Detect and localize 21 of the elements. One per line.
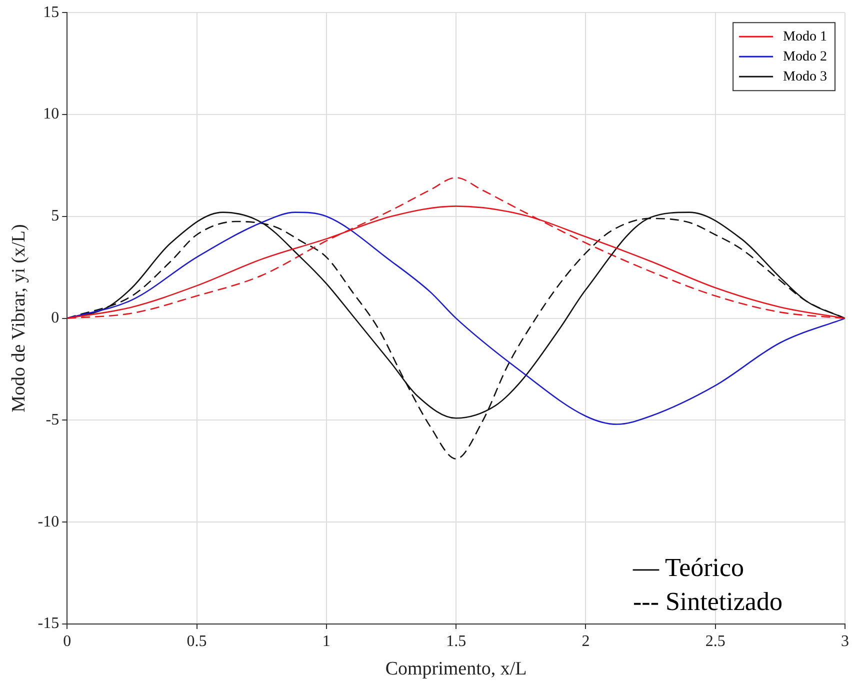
- x-tick-label: 2: [582, 632, 590, 650]
- x-tick-label: 1: [322, 632, 330, 650]
- y-tick-label: -15: [38, 615, 60, 632]
- y-tick-label: -10: [38, 513, 60, 530]
- x-tick-label: 2.5: [705, 632, 726, 650]
- legend-label: Modo 2: [783, 49, 828, 64]
- legend-label: Modo 3: [783, 69, 828, 84]
- x-tick-label: 0: [63, 632, 72, 650]
- y-tick-label: 5: [51, 208, 60, 225]
- y-tick-label: -5: [46, 411, 60, 428]
- y-axis-title: Modo de Vibrar, yi (x/L): [8, 224, 30, 412]
- annotation: --- Sintetizado: [633, 587, 782, 616]
- legend-label: Modo 1: [783, 29, 828, 44]
- x-tick-label: 3: [841, 632, 849, 650]
- x-tick-label: 1.5: [446, 632, 466, 650]
- x-tick-label: 0.5: [186, 632, 207, 650]
- y-tick-label: 15: [43, 4, 60, 21]
- y-tick-label: 0: [51, 310, 60, 327]
- y-tick-label: 10: [43, 106, 60, 123]
- annotation: — Teórico: [632, 553, 744, 582]
- x-axis-title: Comprimento, x/L: [385, 658, 527, 680]
